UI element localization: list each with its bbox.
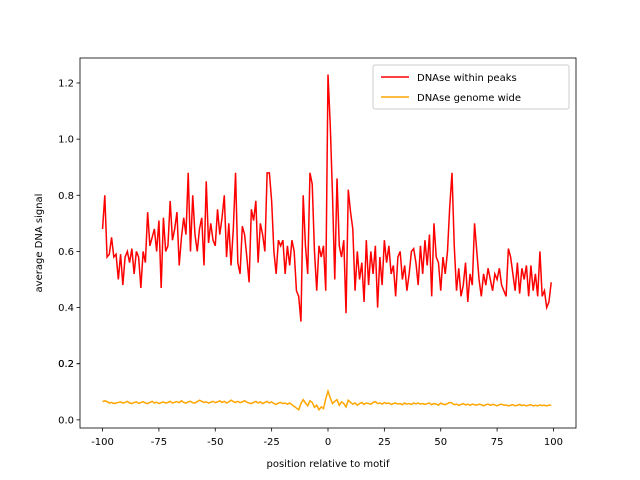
y-tick-label: 0.4 [58,303,74,314]
y-tick-label: 0.2 [58,359,74,370]
y-axis-label: average DNA signal [34,194,45,293]
legend-label: DNAse within peaks [417,73,517,84]
y-tick-label: 1.0 [58,135,74,146]
line-series [101,74,552,322]
y-tick-label: 0.6 [58,247,74,258]
x-tick-label: 25 [378,437,391,448]
x-tick-label: -100 [91,437,114,448]
plot-frame [79,57,577,429]
y-tick-label: 1.2 [58,78,74,89]
y-tick-label: 0.2 [58,359,74,370]
x-tick-label: -75 [151,437,167,448]
x-axis-label: position relative to motif [267,459,390,470]
x-tick-label: -50 [207,437,223,448]
y-tick-label: 0.8 [58,191,74,202]
x-tick-label: 75 [491,437,504,448]
x-tick-label: 100 [544,437,563,448]
x-tick-label: -25 [263,437,279,448]
legend-label: DNAse genome wide [417,93,521,104]
line-series [102,388,552,412]
legend-box [372,64,570,110]
x-tick-label: 0 [325,437,331,448]
x-tick-label: 50 [434,437,447,448]
y-tick-label: 0.0 [58,415,74,426]
